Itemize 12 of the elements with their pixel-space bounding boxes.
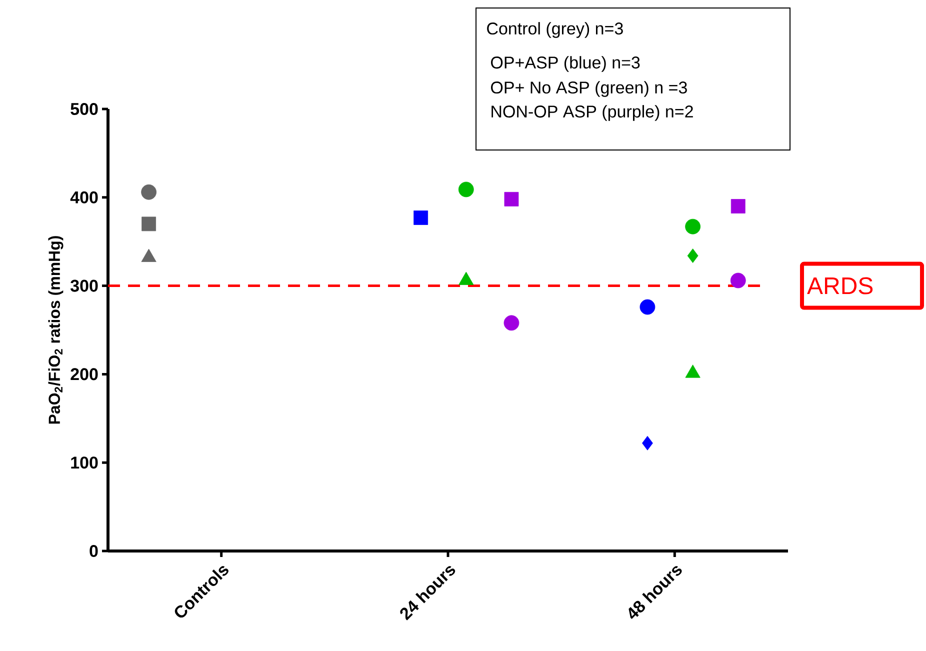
y-tick-label: 400 xyxy=(70,191,98,204)
y-axis-title: PaO$_{2}$/FiO$_{2}$ ratios (mmHg) xyxy=(48,236,64,424)
text: Control (grey) n=3 xyxy=(487,22,623,38)
text: OP+ASP (blue) n=3 xyxy=(491,56,640,72)
ref-line-label: ARDS xyxy=(807,277,873,294)
y-tick-label: 300 xyxy=(70,280,98,292)
y-tick-label: 0 xyxy=(90,544,98,558)
y-tick-label: 200 xyxy=(70,368,98,380)
y-tick-label: 500 xyxy=(70,102,98,116)
y-tick-label: 100 xyxy=(71,456,98,469)
annotation: NON-OP ASP (purple) n=2 xyxy=(492,105,693,121)
text: OP+ No ASP (green) n =3 xyxy=(491,81,687,97)
